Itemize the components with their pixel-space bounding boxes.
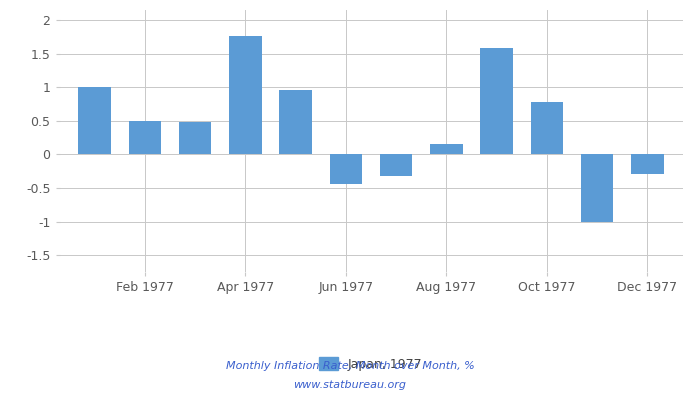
Bar (78, 87, 111, 154)
Bar (380, 154, 412, 176)
Bar (279, 90, 312, 154)
Legend: Japan, 1977: Japan, 1977 (314, 352, 428, 376)
Bar (129, 121, 161, 154)
Text: www.statbureau.org: www.statbureau.org (293, 380, 407, 390)
Bar (430, 144, 463, 154)
Text: Monthly Inflation Rate, Month over Month, %: Monthly Inflation Rate, Month over Month… (225, 361, 475, 371)
Bar (330, 154, 362, 184)
Bar (631, 154, 664, 174)
Bar (480, 48, 513, 154)
Bar (178, 122, 211, 154)
Bar (581, 154, 613, 222)
Bar (531, 102, 564, 154)
Bar (229, 36, 262, 154)
